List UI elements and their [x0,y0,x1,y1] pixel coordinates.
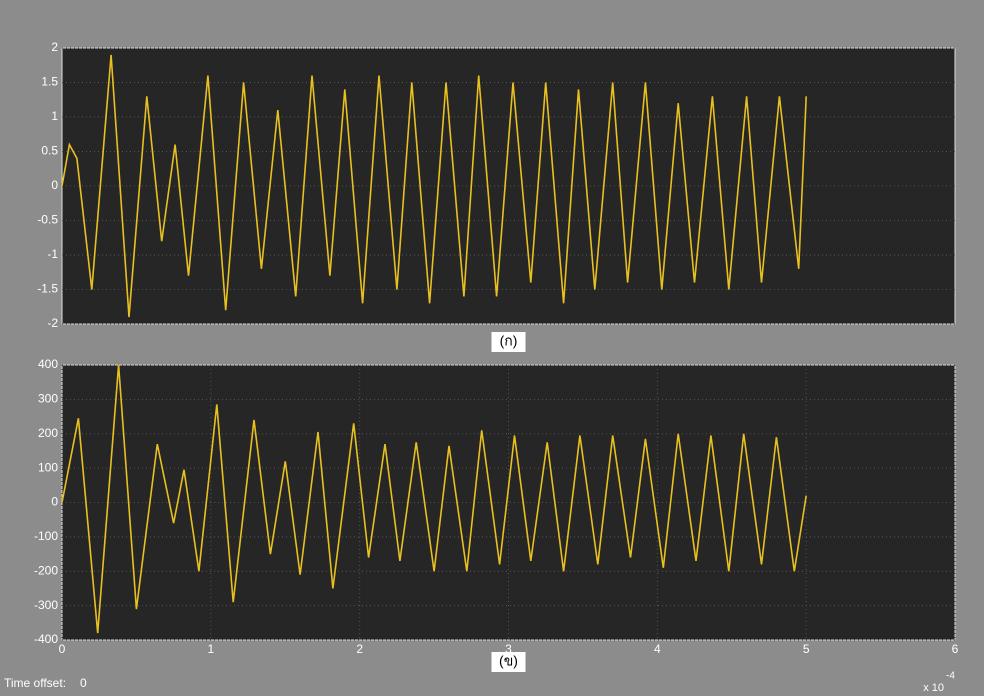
y-tick-label: -300 [34,598,58,612]
plot-area [61,47,956,325]
y-tick-label: -200 [34,563,58,577]
plot-area [61,364,956,641]
y-tick-label: -400 [34,632,58,646]
x-tick-label: 6 [952,642,959,656]
caption-box [491,332,526,352]
y-tick-label: 300 [38,392,58,406]
x-scale-exponent: -4 [946,671,955,682]
x-tick-label: 4 [654,642,661,656]
x-tick-label: 1 [207,642,214,656]
y-tick-label: 100 [38,460,58,474]
y-tick-label: -1 [47,247,58,261]
y-tick-label: 0.5 [41,144,58,158]
y-tick-label: -1.5 [37,282,58,296]
y-tick-label: 1.5 [41,75,58,89]
signal-line [61,364,807,634]
y-tick-label: -100 [34,529,58,543]
y-tick-label: 0 [51,178,58,192]
y-tick-label: 0 [51,495,58,509]
caption: (ข) [499,653,518,669]
x-tick-label: 5 [803,642,810,656]
signal-line [61,54,807,318]
caption: (ก) [500,333,518,349]
y-tick-label: -2 [47,316,58,330]
x-tick-label: 2 [356,642,363,656]
x-tick-label: 0 [59,642,66,656]
x-tick-label: 3 [505,642,512,656]
y-tick-label: 1 [51,109,58,123]
y-tick-label: 2 [51,40,58,54]
x-scale-label: x 10 [923,682,944,694]
caption-box [491,652,526,672]
y-tick-label: 200 [38,426,58,440]
time-offset-label: Time offset: [4,676,66,690]
y-tick-label: 400 [38,357,58,371]
y-tick-label: -0.5 [37,213,58,227]
time-offset-value: 0 [80,676,87,690]
